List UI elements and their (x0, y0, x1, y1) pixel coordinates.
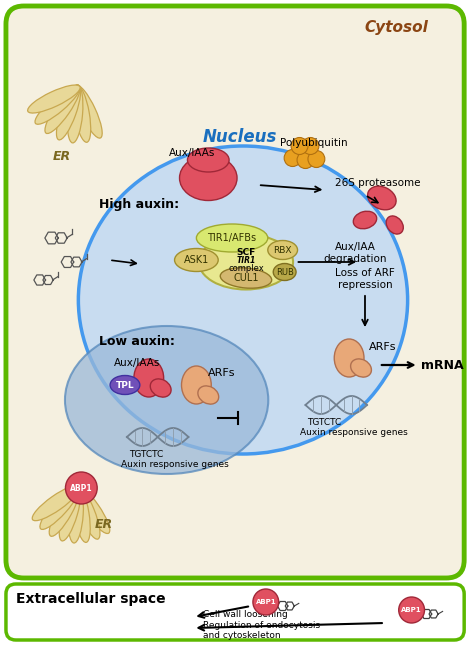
Text: ABP1: ABP1 (401, 607, 422, 613)
Text: ASK1: ASK1 (184, 255, 209, 265)
Text: TGTCTC: TGTCTC (129, 450, 163, 459)
Ellipse shape (65, 326, 268, 474)
Text: SCF: SCF (237, 247, 255, 256)
Text: mRNA: mRNA (420, 359, 463, 371)
Text: Loss of ARF: Loss of ARF (335, 268, 395, 278)
Circle shape (65, 472, 97, 504)
Text: Polyubiquitin: Polyubiquitin (280, 138, 347, 148)
Text: Low auxin:: Low auxin: (99, 335, 175, 348)
Ellipse shape (56, 85, 81, 140)
Ellipse shape (182, 366, 211, 404)
Ellipse shape (273, 264, 296, 280)
Ellipse shape (40, 485, 80, 530)
Text: Extracellular space: Extracellular space (16, 592, 165, 606)
Ellipse shape (174, 249, 218, 271)
Ellipse shape (351, 359, 372, 377)
Text: Aux/IAAs: Aux/IAAs (169, 148, 215, 158)
Text: repression: repression (337, 280, 392, 290)
Ellipse shape (45, 85, 80, 134)
Text: CUL1: CUL1 (233, 273, 259, 283)
Ellipse shape (196, 224, 268, 252)
Ellipse shape (32, 485, 80, 521)
Text: Cell wall loosening: Cell wall loosening (203, 610, 288, 619)
Ellipse shape (78, 146, 408, 454)
Ellipse shape (27, 85, 80, 113)
Ellipse shape (353, 211, 377, 229)
Ellipse shape (74, 485, 100, 539)
Circle shape (284, 149, 301, 167)
Ellipse shape (134, 359, 164, 397)
Text: degradation: degradation (323, 254, 387, 264)
Text: TPL: TPL (116, 380, 134, 390)
Ellipse shape (368, 186, 396, 210)
Text: Regulation of endocytosis: Regulation of endocytosis (203, 621, 320, 630)
Text: ER: ER (95, 518, 113, 531)
Ellipse shape (386, 216, 403, 234)
Ellipse shape (268, 240, 298, 260)
Ellipse shape (187, 148, 229, 172)
Text: Nucleus: Nucleus (203, 128, 277, 146)
Text: Auxin responsive genes: Auxin responsive genes (300, 428, 407, 437)
Circle shape (297, 152, 314, 169)
Text: complex: complex (228, 264, 264, 273)
Circle shape (399, 597, 425, 623)
Text: 26S proteasome: 26S proteasome (335, 178, 421, 188)
Circle shape (253, 589, 279, 615)
Text: ABP1: ABP1 (70, 483, 92, 492)
Ellipse shape (68, 485, 83, 543)
Text: ARFs: ARFs (208, 368, 236, 378)
Text: RUB: RUB (276, 267, 293, 276)
Ellipse shape (74, 485, 110, 534)
Text: TIR1/AFBs: TIR1/AFBs (208, 233, 256, 243)
Ellipse shape (334, 339, 364, 377)
Ellipse shape (110, 375, 140, 395)
Ellipse shape (180, 156, 237, 200)
Ellipse shape (73, 85, 91, 142)
Ellipse shape (49, 485, 80, 536)
Text: High auxin:: High auxin: (99, 198, 179, 211)
Ellipse shape (67, 85, 83, 143)
Circle shape (302, 138, 319, 154)
Text: and cytoskeleton: and cytoskeleton (203, 631, 281, 640)
Circle shape (308, 151, 325, 167)
Text: Cytosol: Cytosol (365, 20, 428, 35)
Ellipse shape (199, 234, 293, 289)
Text: TIR1: TIR1 (237, 256, 255, 264)
Text: ARFs: ARFs (369, 342, 396, 352)
Text: Aux/IAA: Aux/IAA (335, 242, 375, 252)
Text: Auxin responsive genes: Auxin responsive genes (121, 460, 229, 469)
Text: RBX: RBX (273, 245, 292, 255)
Ellipse shape (73, 485, 90, 543)
Ellipse shape (59, 485, 81, 541)
Ellipse shape (220, 268, 272, 288)
Circle shape (291, 138, 308, 154)
Ellipse shape (150, 379, 171, 397)
Ellipse shape (74, 85, 102, 138)
Ellipse shape (35, 85, 80, 124)
FancyBboxPatch shape (6, 584, 464, 640)
Ellipse shape (198, 386, 219, 404)
Text: Aux/IAAs: Aux/IAAs (114, 358, 160, 368)
FancyBboxPatch shape (6, 6, 464, 578)
Text: ABP1: ABP1 (255, 599, 276, 605)
Text: ER: ER (53, 150, 71, 163)
Text: TGTCTC: TGTCTC (308, 418, 342, 427)
